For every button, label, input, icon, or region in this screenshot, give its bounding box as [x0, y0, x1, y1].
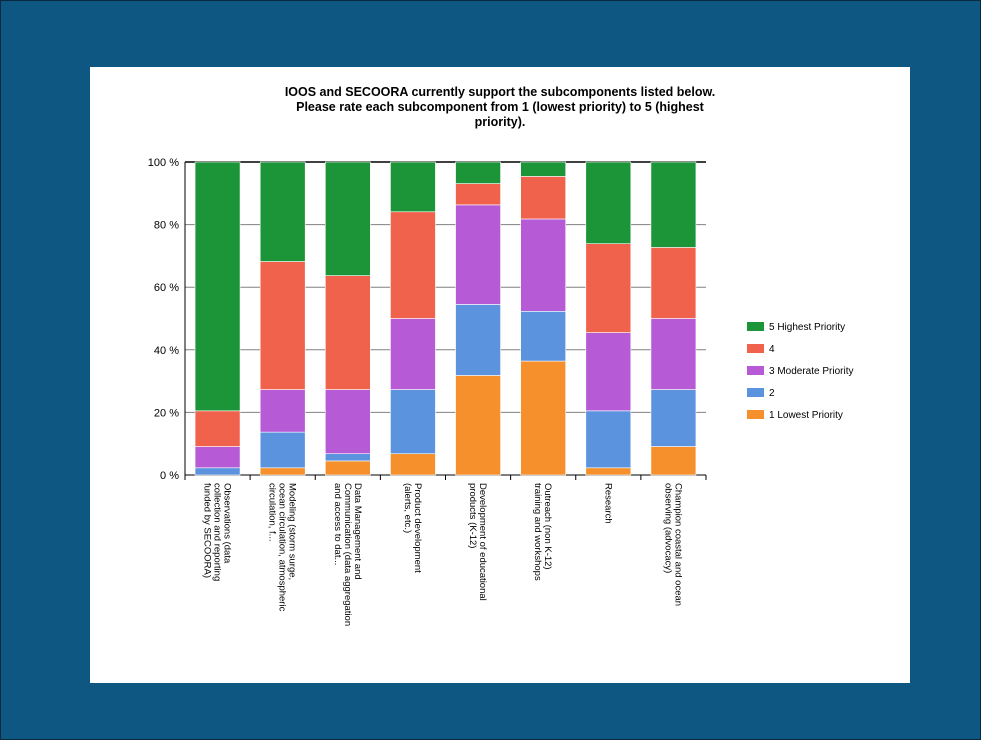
bar-segment [650, 247, 697, 319]
bar-segment [390, 453, 436, 476]
bar-segment [455, 183, 501, 206]
bar-segment [520, 161, 566, 177]
category-label-line: ocean circulation, atmospheric [277, 483, 288, 612]
bar-segment [585, 410, 632, 469]
bar-segment [585, 467, 632, 476]
bar-segment [455, 161, 501, 184]
bar-segment [390, 389, 436, 455]
bar-segment [259, 467, 306, 476]
category-label-line: and access to dat... [332, 483, 343, 565]
bar-segment [390, 161, 436, 213]
category-label-line: Modeling (storm surge, [287, 483, 298, 580]
bar-segment [325, 460, 371, 476]
bar-segment [585, 161, 632, 244]
y-tick-label: 20 % [154, 407, 179, 419]
chart-title-line-2: Please rate each subcomponent from 1 (lo… [296, 100, 704, 114]
bar-segment [259, 431, 306, 469]
bar-segment [585, 243, 632, 333]
chart-title: IOOS and SECOORA currently support the s… [180, 85, 820, 130]
bar-segment [455, 204, 501, 305]
category-label-line: collection and reporting [212, 483, 223, 581]
legend-label: 2 [769, 388, 775, 399]
bar-segment [390, 211, 436, 319]
category-label-line: Development of educational [477, 483, 488, 601]
category-label-line: Communication (data aggregation [342, 483, 353, 626]
bar-segment [325, 453, 371, 462]
legend-label: 1 Lowest Priority [769, 410, 843, 421]
category-label-line: Product development [412, 483, 423, 573]
chart-title-line-1: IOOS and SECOORA currently support the s… [284, 85, 716, 99]
legend-swatch [747, 388, 764, 397]
bar-segment [455, 304, 501, 376]
bar-segment [259, 389, 306, 433]
category-label-line: (alerts, etc.) [402, 483, 413, 533]
legend-swatch [747, 344, 764, 353]
category-label-line: training and workshops [532, 483, 543, 581]
bar-segment [325, 161, 371, 276]
y-tick-label: 100 % [148, 157, 179, 169]
bar-segment [520, 311, 566, 362]
category-label-line: circulation, f... [267, 483, 278, 542]
bar-segment [520, 360, 566, 476]
category-label-line: Data Management and [352, 483, 363, 580]
category-label-line: Outreach (non K-12) [542, 483, 553, 570]
category-label-line: Champion coastal and ocean [672, 483, 683, 606]
category-label: Product development(alerts, etc.) [402, 483, 423, 573]
bar-segment [325, 275, 371, 390]
y-tick-label: 60 % [154, 282, 179, 294]
category-label-line: funded by SECOORA) [202, 483, 213, 578]
bar-segment [650, 161, 697, 248]
stacked-bar-chart: 0 % 20 % 40 % 60 % 80 % 100 % Observations (da… [148, 157, 854, 626]
chart-card: IOOS and SECOORA currently support the s… [90, 67, 910, 683]
legend-swatch [747, 366, 764, 375]
bar-segment [194, 467, 241, 476]
y-tick-label: 0 % [160, 470, 179, 482]
bar-segment [650, 318, 697, 390]
category-label-line: Observations (data [222, 483, 233, 564]
bar-segment [259, 261, 306, 390]
bar-segment [259, 161, 306, 262]
y-tick-label: 40 % [154, 345, 179, 357]
legend-label: 4 [769, 344, 775, 355]
bar-segment [325, 389, 371, 455]
bar-segment [390, 318, 436, 390]
bar-segment [650, 446, 697, 476]
bar-segment [194, 410, 241, 447]
legend-swatch [747, 322, 764, 331]
category-label-line: observing (advocacy) [662, 483, 673, 573]
legend-label: 3 Moderate Priority [769, 366, 853, 377]
bar-segment [650, 389, 697, 447]
category-label-line: Research [602, 483, 613, 524]
bar-segment [520, 176, 566, 220]
legend-swatch [747, 410, 764, 419]
legend-label: 5 Highest Priority [769, 322, 845, 333]
bar-segment [194, 446, 241, 469]
category-label: Modeling (storm surge,ocean circulation,… [267, 483, 298, 612]
chart-title-line-3: priority). [474, 115, 526, 129]
bar-segment [194, 161, 241, 412]
category-label-line: products (K-12) [467, 483, 478, 548]
category-label: Outreach (non K-12)training and workshop… [532, 483, 553, 581]
bar-segment [520, 218, 566, 312]
y-tick-label: 80 % [154, 220, 179, 232]
category-label: Research [602, 483, 613, 524]
bar-segment [455, 375, 501, 476]
bar-segment [585, 332, 632, 412]
